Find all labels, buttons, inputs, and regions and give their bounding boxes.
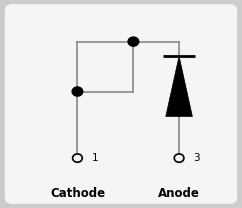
Text: Anode: Anode	[158, 187, 200, 200]
Text: Cathode: Cathode	[50, 187, 105, 200]
Text: 1: 1	[92, 153, 98, 163]
Circle shape	[72, 87, 83, 96]
Circle shape	[174, 154, 184, 162]
FancyBboxPatch shape	[5, 4, 237, 204]
Circle shape	[128, 37, 139, 46]
Polygon shape	[166, 56, 192, 116]
Circle shape	[73, 154, 82, 162]
Text: 3: 3	[194, 153, 200, 163]
